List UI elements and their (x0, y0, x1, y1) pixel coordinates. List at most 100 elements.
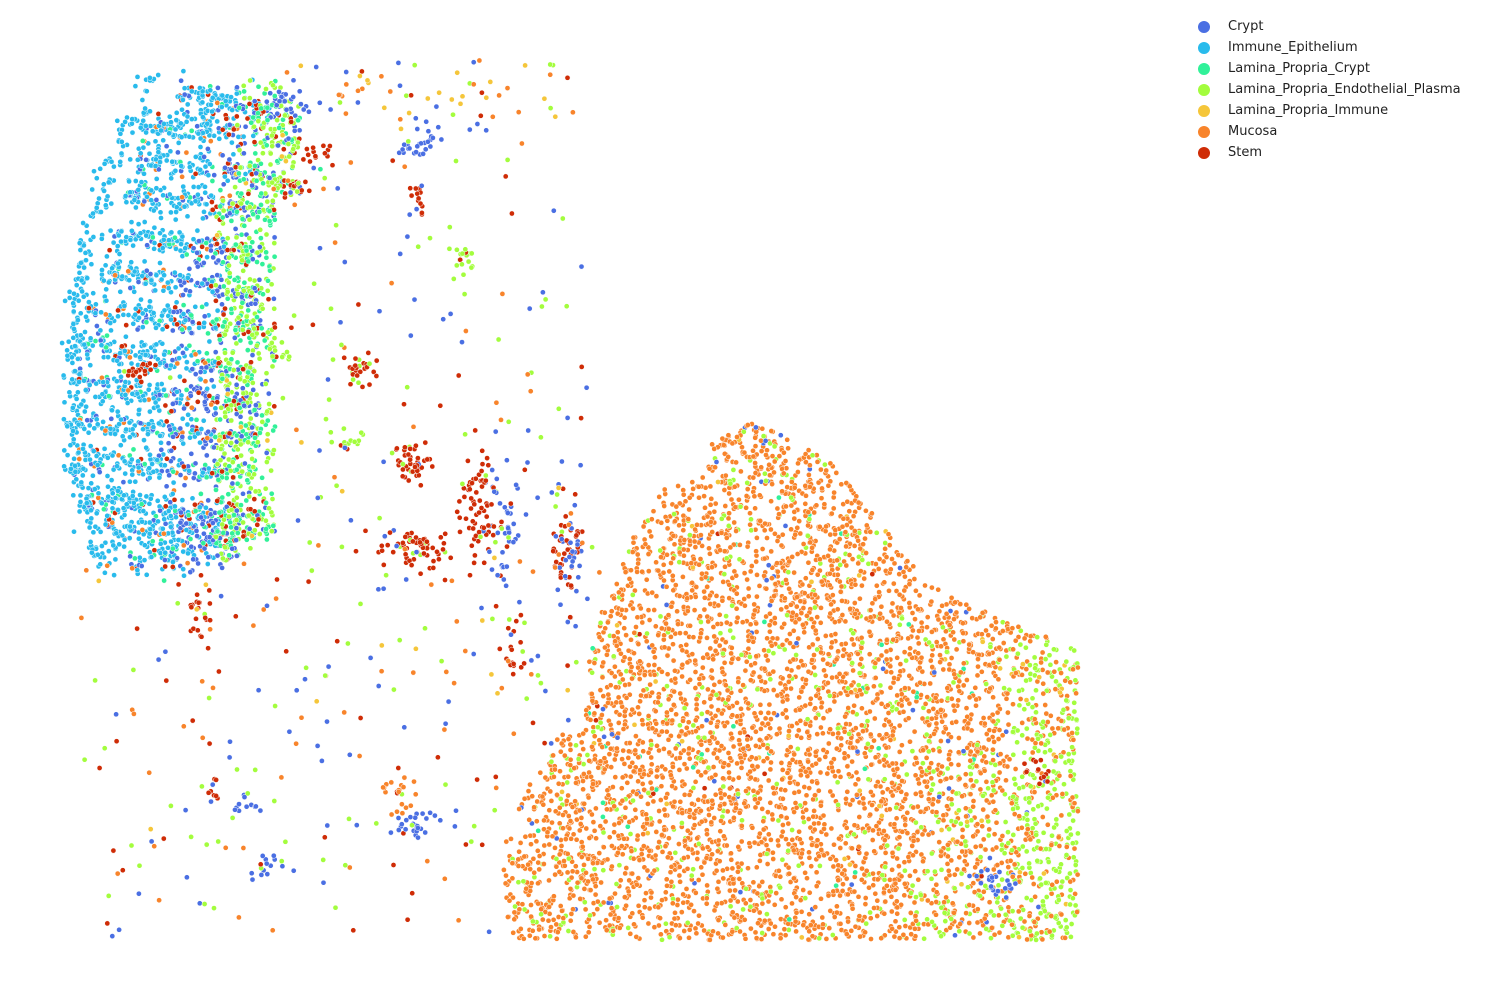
point-mucosa (606, 751, 613, 757)
point-mucosa (747, 677, 754, 684)
point-mucosa (663, 794, 669, 801)
point-mucosa (903, 564, 910, 571)
point-crypt (931, 669, 938, 676)
point-mucosa (1067, 878, 1074, 885)
point-lamina-propria-endothelial-plasma (1034, 930, 1040, 937)
point-mucosa (839, 598, 845, 604)
point-mucosa (897, 668, 904, 675)
point-mucosa (774, 692, 781, 699)
point-mucosa (730, 795, 737, 802)
point-mucosa (779, 776, 786, 783)
point-mucosa (893, 815, 900, 822)
point-mucosa (600, 899, 607, 906)
point-mucosa (899, 828, 906, 835)
point-mucosa (570, 831, 577, 838)
point-lamina-propria-endothelial-plasma (1021, 749, 1028, 756)
point-mucosa (562, 836, 569, 842)
point-mucosa (747, 621, 754, 628)
point-mucosa (747, 768, 753, 775)
point-mucosa (582, 933, 589, 940)
point-mucosa (744, 486, 751, 492)
point-mucosa (774, 568, 781, 575)
point-mucosa (806, 849, 812, 856)
point-mucosa (703, 900, 710, 907)
point-mucosa (695, 796, 702, 803)
point-mucosa (708, 703, 715, 710)
point-mucosa (649, 725, 656, 732)
point-lamina-propria-endothelial-plasma (1003, 653, 1010, 660)
point-mucosa (717, 802, 723, 809)
point-mucosa (765, 831, 772, 838)
point-mucosa (564, 869, 571, 876)
point-mucosa (668, 772, 674, 779)
point-mucosa (804, 612, 810, 619)
point-mucosa (516, 848, 522, 855)
point-mucosa (943, 610, 950, 617)
point-mucosa (668, 878, 675, 885)
point-mucosa (717, 547, 723, 554)
point-mucosa (1075, 808, 1081, 814)
point-mucosa (815, 479, 822, 486)
point-mucosa (689, 800, 695, 807)
point-mucosa (696, 561, 702, 568)
point-mucosa (753, 653, 760, 660)
point-lamina-propria-endothelial-plasma (1058, 861, 1064, 868)
point-crypt (763, 577, 770, 584)
point-lamina-propria-endothelial-plasma (1029, 695, 1036, 702)
point-mucosa (834, 571, 841, 578)
point-mucosa (651, 867, 658, 874)
point-lamina-propria-endothelial-plasma (809, 452, 816, 459)
point-mucosa (881, 722, 888, 729)
point-mucosa (1040, 680, 1047, 687)
point-mucosa (923, 806, 929, 812)
point-mucosa (825, 553, 831, 559)
point-mucosa (738, 838, 745, 845)
point-mucosa (657, 797, 664, 803)
point-mucosa (698, 864, 705, 871)
point-mucosa (752, 804, 759, 811)
point-mucosa (859, 705, 865, 712)
point-mucosa (917, 679, 923, 686)
point-mucosa (511, 916, 518, 923)
point-lamina-propria-endothelial-plasma (616, 862, 623, 869)
point-mucosa (578, 875, 585, 882)
point-mucosa (686, 926, 693, 933)
point-mucosa (866, 884, 872, 891)
point-mucosa (900, 569, 907, 575)
point-mucosa (899, 742, 905, 749)
point-mucosa (708, 519, 714, 525)
point-mucosa (881, 828, 887, 834)
point-mucosa (1049, 725, 1056, 732)
point-mucosa (800, 621, 806, 628)
point-mucosa (788, 526, 794, 533)
point-mucosa (664, 517, 671, 524)
point-mucosa (840, 515, 847, 522)
point-mucosa (701, 793, 708, 800)
point-mucosa (933, 911, 939, 918)
point-lamina-propria-endothelial-plasma (817, 863, 823, 869)
point-mucosa (881, 889, 887, 896)
point-mucosa (778, 760, 785, 766)
point-mucosa (992, 807, 999, 814)
point-mucosa (765, 710, 772, 716)
point-mucosa (834, 903, 840, 910)
point-mucosa (622, 682, 628, 688)
point-lamina-propria-endothelial-plasma (705, 764, 712, 771)
point-mucosa (655, 694, 662, 701)
point-mucosa (688, 560, 695, 566)
point-lamina-propria-endothelial-plasma (730, 467, 737, 473)
point-mucosa (966, 902, 973, 908)
point-mucosa (811, 820, 817, 827)
point-mucosa (794, 594, 800, 600)
point-lamina-propria-endothelial-plasma (677, 722, 683, 729)
point-mucosa (747, 521, 753, 528)
point-mucosa (679, 673, 685, 680)
point-mucosa (1011, 861, 1018, 868)
point-mucosa (664, 720, 670, 727)
point-mucosa (648, 769, 654, 776)
point-mucosa (1027, 633, 1034, 640)
point-mucosa (904, 809, 911, 816)
point-lamina-propria-endothelial-plasma (1070, 895, 1076, 902)
point-lamina-propria-endothelial-plasma (720, 783, 727, 790)
point-mucosa (663, 728, 670, 735)
